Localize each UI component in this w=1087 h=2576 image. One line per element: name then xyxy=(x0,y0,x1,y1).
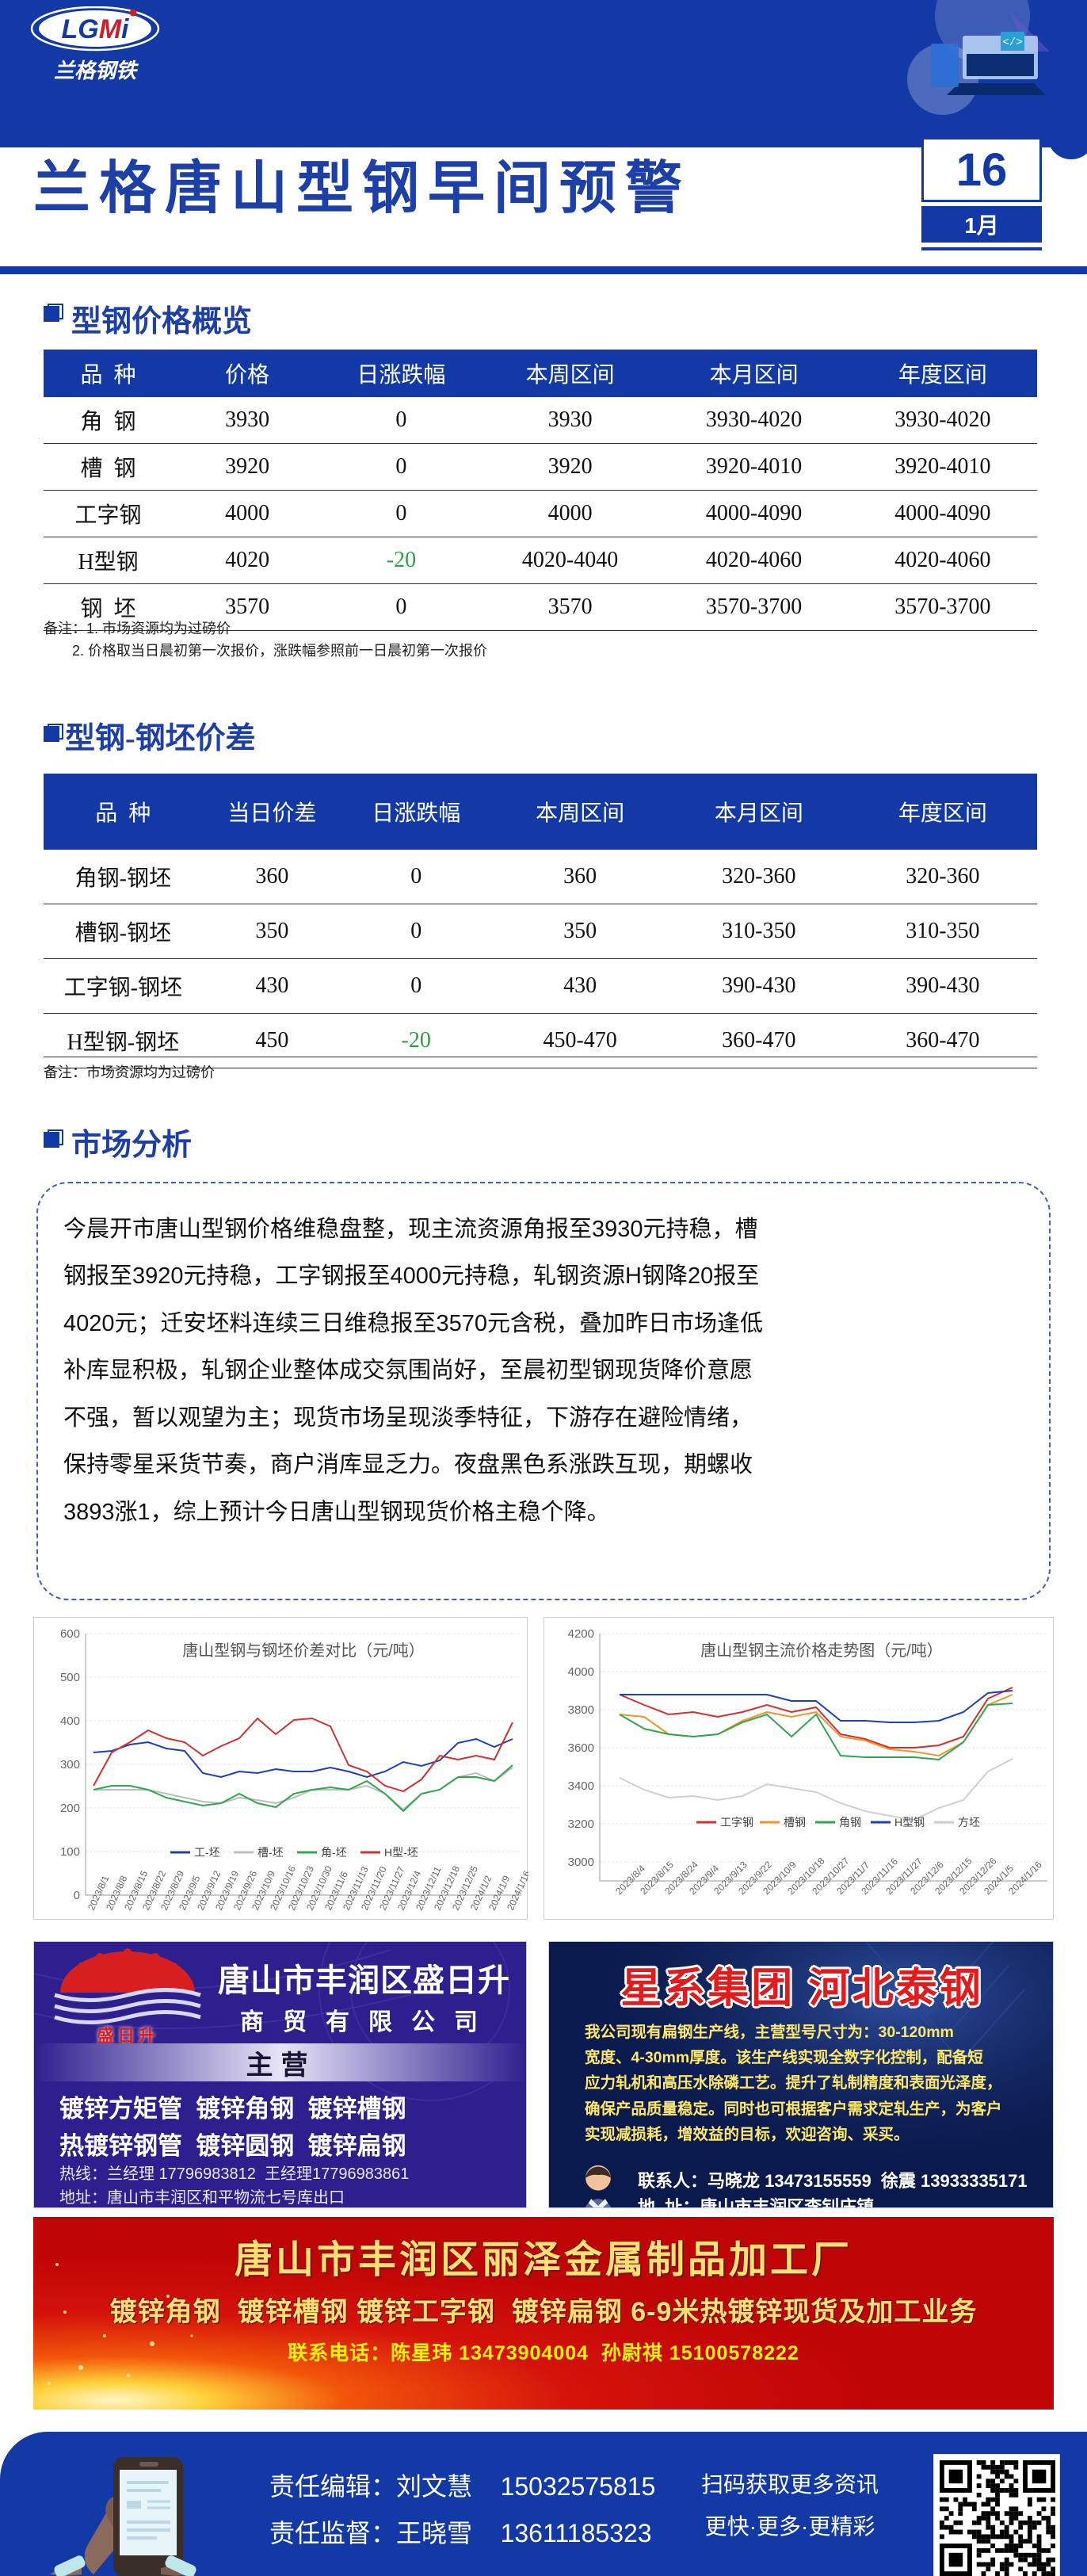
svg-text:3600: 3600 xyxy=(568,1741,594,1755)
svg-text:2024/1/16: 2024/1/16 xyxy=(1006,1859,1044,1897)
svg-text:3800: 3800 xyxy=(568,1703,594,1717)
svg-text:3200: 3200 xyxy=(568,1817,594,1831)
svg-text:600: 600 xyxy=(60,1627,80,1641)
svg-text:工字钢: 工字钢 xyxy=(720,1816,753,1829)
svg-text:300: 300 xyxy=(60,1758,80,1771)
svg-text:3000: 3000 xyxy=(568,1856,594,1869)
svg-text:LGMi: LGMi xyxy=(62,14,131,44)
svg-text:兰格钢铁: 兰格钢铁 xyxy=(54,59,139,82)
svg-text:方坯: 方坯 xyxy=(958,1816,980,1829)
svg-text:唐山型钢主流价格走势图（元/吨）: 唐山型钢主流价格走势图（元/吨） xyxy=(700,1642,943,1660)
svg-text:槽钢: 槽钢 xyxy=(784,1816,806,1829)
svg-text:2024/1/16: 2024/1/16 xyxy=(505,1869,528,1913)
svg-text:</>: </> xyxy=(1002,36,1022,49)
svg-text:100: 100 xyxy=(60,1845,80,1859)
svg-text:工-坯: 工-坯 xyxy=(194,1846,220,1859)
svg-text:3400: 3400 xyxy=(568,1779,594,1793)
svg-text:角-坯: 角-坯 xyxy=(321,1846,347,1859)
svg-text:4000: 4000 xyxy=(568,1665,594,1679)
svg-text:0: 0 xyxy=(74,1889,80,1902)
svg-text:500: 500 xyxy=(60,1671,80,1684)
svg-text:200: 200 xyxy=(60,1802,80,1815)
svg-text:H型钢: H型钢 xyxy=(894,1816,925,1829)
svg-text:角钢: 角钢 xyxy=(839,1816,861,1829)
svg-text:400: 400 xyxy=(60,1714,80,1728)
svg-text:H型-坯: H型-坯 xyxy=(384,1846,418,1859)
svg-text:4200: 4200 xyxy=(568,1627,594,1641)
svg-text:唐山型钢与钢坯价差对比（元/吨）: 唐山型钢与钢坯价差对比（元/吨） xyxy=(182,1642,425,1660)
svg-text:槽-坯: 槽-坯 xyxy=(257,1846,284,1859)
